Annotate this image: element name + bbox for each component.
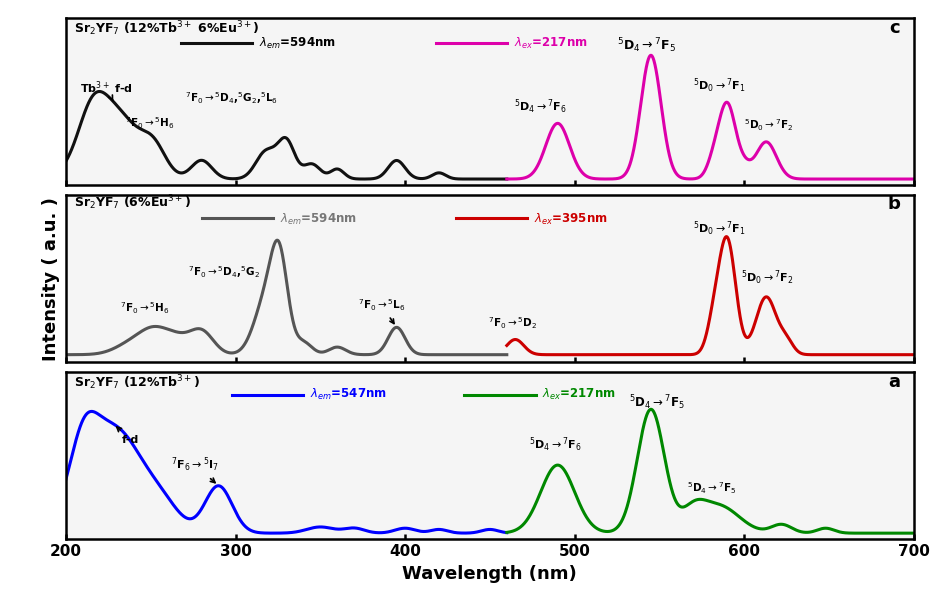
Text: $^5$D$_4$$\to$$^7$F$_6$: $^5$D$_4$$\to$$^7$F$_6$ <box>528 436 582 454</box>
Text: $^5$D$_0$$\to$$^7$F$_2$: $^5$D$_0$$\to$$^7$F$_2$ <box>740 268 793 287</box>
Text: Sr$_2$YF$_7$ (12%Tb$^{3+}$): Sr$_2$YF$_7$ (12%Tb$^{3+}$) <box>74 373 201 392</box>
Text: $\lambda_{em}$=594nm: $\lambda_{em}$=594nm <box>259 36 336 51</box>
Text: c: c <box>889 19 901 37</box>
Text: b: b <box>887 195 901 213</box>
Text: $^5$D$_4$$\to$$^7$F$_5$: $^5$D$_4$$\to$$^7$F$_5$ <box>617 36 676 55</box>
Text: $^5$D$_0$$\to$$^7$F$_2$: $^5$D$_0$$\to$$^7$F$_2$ <box>744 118 794 133</box>
Text: $^7$F$_0$$\to$$^5$H$_6$: $^7$F$_0$$\to$$^5$H$_6$ <box>125 115 175 131</box>
Text: Sr$_2$YF$_7$ (6%Eu$^{3+}$): Sr$_2$YF$_7$ (6%Eu$^{3+}$) <box>74 193 191 212</box>
Y-axis label: Intensity ( a.u. ): Intensity ( a.u. ) <box>42 197 60 361</box>
Text: $^5$D$_0$$\to$$^7$F$_1$: $^5$D$_0$$\to$$^7$F$_1$ <box>693 77 746 95</box>
Text: Tb$^{3+}$ f-d: Tb$^{3+}$ f-d <box>79 79 132 101</box>
Text: $^5$D$_4$$\to$$^7$F$_5$: $^5$D$_4$$\to$$^7$F$_5$ <box>687 481 736 496</box>
Text: $^7$F$_0$$\to$$^5$H$_6$: $^7$F$_0$$\to$$^5$H$_6$ <box>121 301 170 316</box>
Text: $^5$D$_0$$\to$$^7$F$_1$: $^5$D$_0$$\to$$^7$F$_1$ <box>693 220 746 238</box>
Text: $\lambda_{ex}$=395nm: $\lambda_{ex}$=395nm <box>534 211 608 227</box>
X-axis label: Wavelength (nm): Wavelength (nm) <box>402 565 577 583</box>
Text: $^7$F$_0$$\to$$^5$D$_4$,$^5$G$_2$: $^7$F$_0$$\to$$^5$D$_4$,$^5$G$_2$ <box>188 264 260 280</box>
Text: $^7$F$_0$$\to$$^5$D$_2$: $^7$F$_0$$\to$$^5$D$_2$ <box>488 316 538 331</box>
Text: $\lambda_{ex}$=217nm: $\lambda_{ex}$=217nm <box>543 387 616 402</box>
Text: f-d: f-d <box>117 427 139 445</box>
Text: $^7$F$_0$$\to$$^5$D$_4$,$^5$G$_2$,$^5$L$_6$: $^7$F$_0$$\to$$^5$D$_4$,$^5$G$_2$,$^5$L$… <box>185 90 278 106</box>
Text: $^7$F$_6$$\to$$^5$I$_7$: $^7$F$_6$$\to$$^5$I$_7$ <box>171 456 219 483</box>
Text: $^5$D$_4$$\to$$^7$F$_5$: $^5$D$_4$$\to$$^7$F$_5$ <box>629 393 685 411</box>
Text: Sr$_2$YF$_7$ (12%Tb$^{3+}$ 6%Eu$^{3+}$): Sr$_2$YF$_7$ (12%Tb$^{3+}$ 6%Eu$^{3+}$) <box>74 19 260 38</box>
Text: $\lambda_{em}$=547nm: $\lambda_{em}$=547nm <box>310 387 387 402</box>
Text: $\lambda_{em}$=594nm: $\lambda_{em}$=594nm <box>280 211 356 227</box>
Text: $^7$F$_0$$\to$$^5$L$_6$: $^7$F$_0$$\to$$^5$L$_6$ <box>358 298 405 324</box>
Text: a: a <box>888 373 901 391</box>
Text: $\lambda_{ex}$=217nm: $\lambda_{ex}$=217nm <box>513 36 587 51</box>
Text: $^5$D$_4$$\to$$^7$F$_6$: $^5$D$_4$$\to$$^7$F$_6$ <box>513 98 567 116</box>
